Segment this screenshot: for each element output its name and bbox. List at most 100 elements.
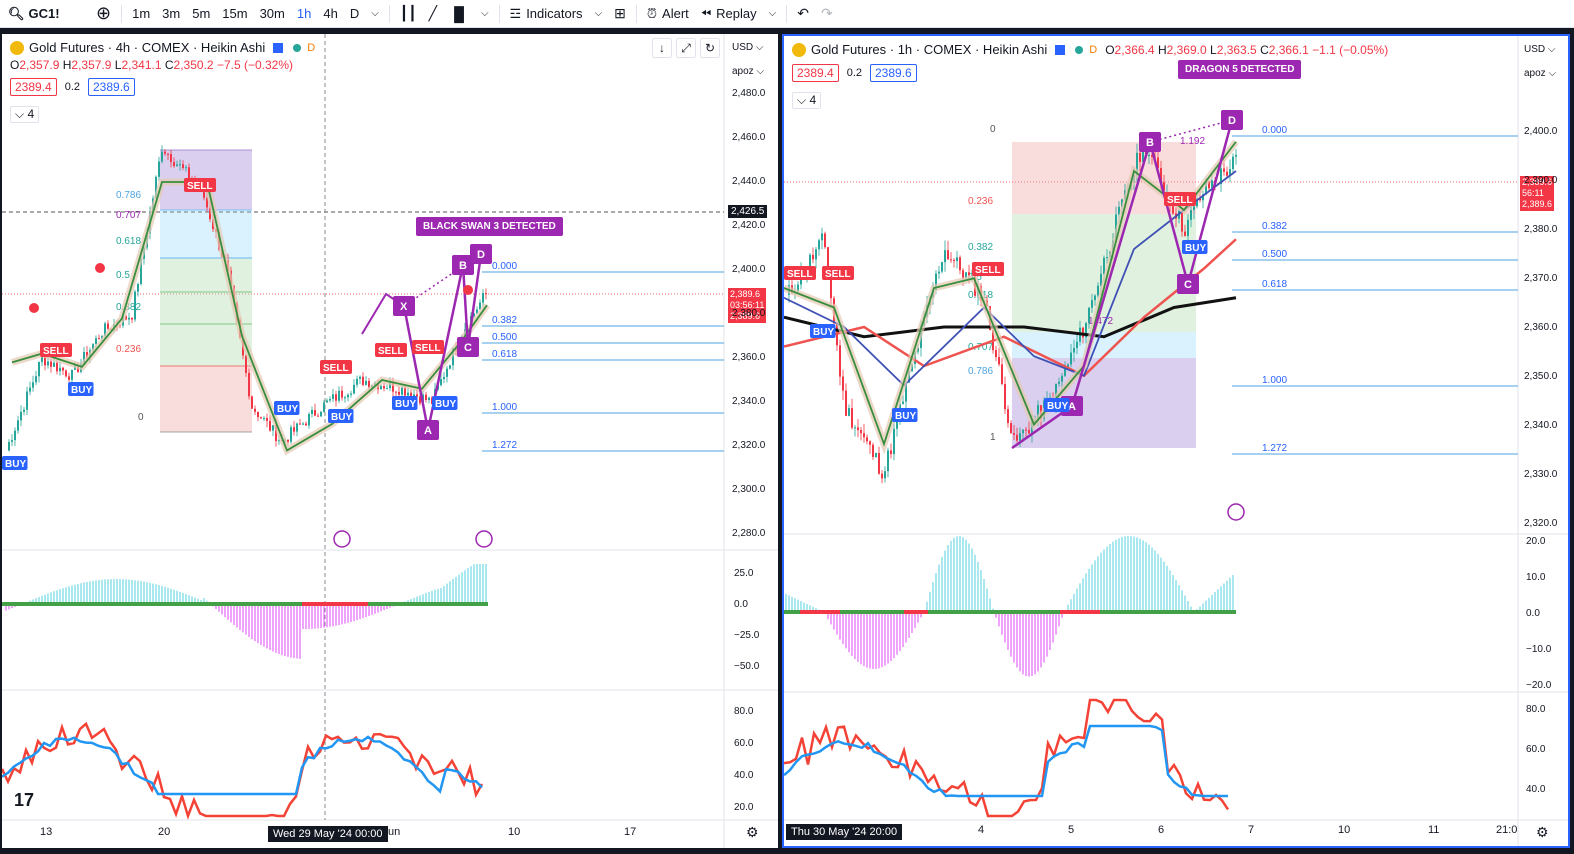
- fib-level-label: 1: [990, 432, 996, 443]
- indicators-button[interactable]: ☲ Indicators: [504, 0, 589, 28]
- time-axis-tick: 5: [1068, 824, 1075, 836]
- time-axis-tick: 10: [1338, 824, 1351, 836]
- candle-body: [29, 387, 31, 392]
- candle-body: [404, 387, 406, 396]
- candle-body: [344, 397, 346, 399]
- indicators-label: Indicators: [526, 6, 583, 21]
- symbol-logo-icon: [10, 40, 24, 55]
- pattern-point-b: B: [1146, 137, 1154, 149]
- candle-body: [1184, 231, 1186, 236]
- candle-body: [1136, 152, 1138, 175]
- currency-select[interactable]: USD ⌵: [732, 42, 764, 53]
- exit-signal-icon: [29, 303, 39, 313]
- candle-body: [11, 440, 13, 442]
- osc-axis-tick: 20.0: [1526, 536, 1546, 547]
- sell-signal-bg: [972, 262, 1004, 276]
- line-chart-icon[interactable]: ╱: [428, 5, 438, 21]
- buy-signal: BUY: [277, 404, 298, 415]
- chevron-down-icon[interactable]: ⌵: [371, 8, 379, 19]
- lightning-event-icon[interactable]: [1227, 503, 1245, 521]
- compare-add-icon[interactable]: ⊕: [96, 3, 112, 23]
- candle-body: [395, 391, 397, 393]
- chart-panel-left[interactable]: 0.786 0.707 0.618 0.5 0.382 0.236 0 0.000 0.382 0…: [2, 34, 778, 848]
- settings-gear-icon[interactable]: ⚙: [746, 824, 759, 840]
- chevron-down-icon[interactable]: ⌵: [768, 8, 777, 19]
- candle-body: [896, 419, 898, 429]
- price-axis-tick: 2,340.0: [732, 396, 766, 407]
- candle-body: [338, 390, 340, 401]
- candle-body: [83, 351, 85, 364]
- candle-body: [407, 392, 409, 396]
- settings-gear-icon[interactable]: ⚙: [1536, 824, 1549, 840]
- interval-3m[interactable]: 3m: [162, 6, 181, 21]
- layout-grid-icon[interactable]: ⊞: [614, 5, 626, 21]
- buy-price-button[interactable]: 2389.6: [88, 78, 135, 96]
- chart-canvas-left[interactable]: 0.7860.7070.6180.50.3820.23600.0000.3820…: [2, 34, 778, 848]
- indicators-collapse-button[interactable]: ⌵ 4: [10, 106, 40, 123]
- tradingview-logo[interactable]: 17: [14, 790, 35, 810]
- candle-body: [902, 401, 904, 404]
- interval-d[interactable]: D: [349, 6, 360, 21]
- sell-signal: SELL: [378, 346, 404, 357]
- chart-panel-right[interactable]: 00.2360.3820.50.6180.7070.78610.0000.382…: [782, 34, 1570, 848]
- chart-canvas-right[interactable]: 00.2360.3820.50.6180.7070.78610.0000.382…: [784, 36, 1568, 846]
- candle-body: [59, 367, 61, 372]
- interval-4h[interactable]: 4h: [323, 6, 338, 21]
- candle-body: [1193, 206, 1195, 211]
- chart-title[interactable]: Gold Futures · 1h · COMEX · Heikin Ashi: [811, 42, 1048, 57]
- rsi-axis-tick: 20.0: [734, 802, 754, 813]
- candle-body: [209, 207, 211, 220]
- interval-30m[interactable]: 30m: [259, 6, 285, 21]
- sell-price-button[interactable]: 2389.4: [10, 78, 57, 96]
- currency-select[interactable]: USD ⌵: [1524, 44, 1556, 55]
- undo-icon[interactable]: ↶: [797, 5, 809, 21]
- maximize-icon[interactable]: ⤢: [676, 38, 696, 58]
- interval-1m[interactable]: 1m: [132, 6, 151, 21]
- divider: [635, 4, 637, 23]
- candle-body: [869, 441, 871, 445]
- candle-body: [68, 376, 70, 380]
- candle-body: [1022, 429, 1024, 434]
- candle-body: [38, 361, 40, 377]
- buy-price-button[interactable]: 2389.6: [870, 64, 917, 82]
- lightning-event-icon[interactable]: [475, 530, 493, 548]
- alert-button[interactable]: ⏰︎ Alert: [641, 0, 695, 28]
- interval-1h[interactable]: 1h: [296, 6, 312, 21]
- candle-body: [1196, 198, 1198, 207]
- interval-5m[interactable]: 5m: [192, 6, 211, 21]
- candle-body: [1028, 429, 1030, 434]
- chevron-down-icon[interactable]: ⌵: [594, 8, 603, 19]
- pattern-point-d-bg: [470, 244, 492, 264]
- bars-style-icon[interactable]: ▐▌: [449, 5, 469, 22]
- scale-select[interactable]: apoz ⌵: [1524, 68, 1557, 79]
- symbol-search[interactable]: 🔍︎ GC1!: [0, 0, 90, 28]
- candle-body: [1076, 341, 1078, 348]
- fib-projection-label: 0.618: [492, 349, 517, 360]
- chart-title[interactable]: Gold Futures · 4h · COMEX · Heikin Ashi: [29, 40, 266, 55]
- fib-level-label: 0.5: [116, 270, 130, 281]
- redo-icon[interactable]: ↷: [820, 5, 833, 21]
- fib-projection-label: 0.382: [1262, 221, 1287, 232]
- candle-body: [272, 425, 274, 431]
- chevron-down-icon[interactable]: ⌵: [480, 8, 489, 19]
- sell-signal: SELL: [825, 269, 851, 280]
- candle-body: [959, 257, 961, 271]
- sell-price-button[interactable]: 2389.4: [792, 64, 839, 82]
- scale-select[interactable]: apoz ⌵: [732, 66, 765, 77]
- candles-icon[interactable]: ┃┃: [399, 5, 417, 21]
- refresh-icon[interactable]: ↻: [700, 38, 720, 58]
- candle-body: [368, 380, 370, 388]
- buy-signal-bg: [810, 324, 836, 338]
- candle-body: [893, 428, 895, 455]
- pattern-point-a-bg: [417, 420, 439, 440]
- arrow-down-icon[interactable]: ↓: [652, 38, 672, 58]
- candle-body: [440, 379, 442, 386]
- candle-body: [848, 408, 850, 416]
- indicators-collapse-button[interactable]: ⌵ 4: [792, 92, 822, 109]
- candle-body: [1223, 168, 1225, 172]
- candle-body: [935, 273, 937, 290]
- event-marker-icon[interactable]: [333, 530, 351, 548]
- interval-15m[interactable]: 15m: [222, 6, 248, 21]
- price-axis-tick: 2,380.0: [1524, 224, 1558, 235]
- replay-button[interactable]: ⏪︎ Replay: [695, 0, 763, 28]
